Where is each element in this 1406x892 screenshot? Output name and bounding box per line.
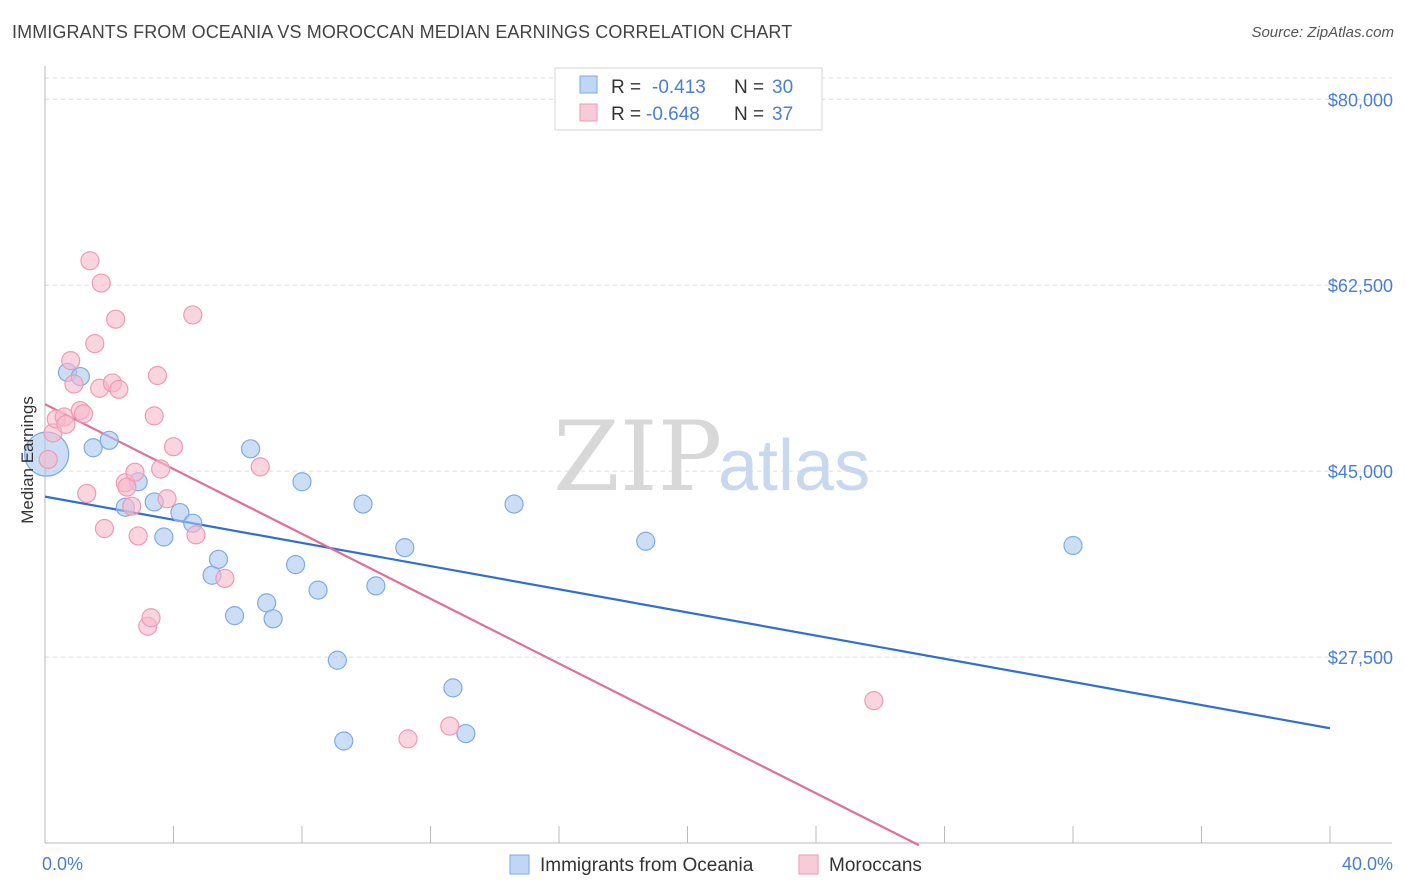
point-moroccans bbox=[151, 459, 171, 479]
point-moroccans bbox=[125, 462, 145, 482]
point-oceania bbox=[504, 494, 524, 514]
point-moroccans bbox=[77, 483, 97, 504]
point-oceania bbox=[83, 438, 103, 458]
legend-r-value-moroccans: -0.648 bbox=[646, 104, 700, 125]
legend-n-value-moroccans: 37 bbox=[772, 104, 793, 125]
data-points bbox=[24, 251, 1083, 751]
point-moroccans bbox=[183, 305, 203, 325]
chart-source: Source: ZipAtlas.com bbox=[1251, 24, 1394, 41]
point-moroccans bbox=[147, 365, 168, 386]
watermark-zip: ZIP bbox=[553, 401, 722, 513]
point-oceania bbox=[285, 555, 306, 575]
trend-line-moroccans bbox=[44, 403, 920, 847]
y-axis-label: Median Earnings bbox=[18, 396, 37, 524]
legend-n-label: N = bbox=[734, 77, 764, 98]
y-tick-label: $45,000 bbox=[1328, 462, 1393, 482]
legend-r-label: R = bbox=[611, 104, 641, 125]
point-oceania bbox=[395, 538, 415, 558]
point-moroccans bbox=[109, 379, 129, 399]
point-moroccans bbox=[64, 374, 84, 394]
point-moroccans bbox=[128, 526, 148, 546]
point-oceania bbox=[636, 531, 656, 551]
point-oceania bbox=[257, 593, 277, 613]
point-moroccans bbox=[80, 251, 100, 271]
point-moroccans bbox=[864, 691, 884, 711]
point-oceania bbox=[334, 731, 354, 751]
point-oceania bbox=[99, 430, 119, 450]
point-oceania bbox=[154, 527, 174, 547]
point-oceania bbox=[327, 650, 347, 670]
legend-swatch-oceania bbox=[579, 75, 598, 94]
x-tick-labels: 0.0% 40.0% bbox=[42, 854, 1393, 874]
point-moroccans bbox=[250, 457, 270, 477]
y-tick-label: $62,500 bbox=[1328, 276, 1393, 296]
y-tick-label: $27,500 bbox=[1328, 648, 1393, 668]
point-oceania bbox=[1063, 535, 1083, 556]
legend-r-value-oceania: -0.413 bbox=[652, 77, 706, 98]
bottom-legend-label-oceania: Immigrants from Oceania bbox=[540, 855, 754, 876]
point-oceania bbox=[308, 580, 328, 600]
bottom-legend-label-moroccans: Moroccans bbox=[829, 855, 922, 876]
point-moroccans bbox=[163, 437, 184, 457]
point-moroccans bbox=[157, 489, 177, 509]
point-moroccans bbox=[186, 525, 206, 545]
x-tick-label: 40.0% bbox=[1342, 854, 1393, 874]
y-tick-labels: $27,500 $45,000 $62,500 $80,000 bbox=[1328, 90, 1393, 668]
point-moroccans bbox=[117, 477, 137, 497]
grid-lines bbox=[45, 77, 1392, 658]
point-oceania bbox=[208, 549, 229, 569]
point-moroccans bbox=[85, 334, 105, 354]
point-oceania bbox=[263, 609, 283, 629]
point-oceania bbox=[224, 606, 245, 626]
point-oceania bbox=[366, 576, 386, 596]
legend-n-value-oceania: 30 bbox=[772, 77, 793, 98]
point-moroccans bbox=[122, 496, 142, 516]
point-oceania bbox=[292, 472, 312, 492]
trend-lines bbox=[44, 403, 1331, 847]
bottom-legend-swatch-moroccans bbox=[798, 854, 819, 875]
point-moroccans bbox=[73, 404, 94, 424]
watermark-atlas: atlas bbox=[718, 426, 870, 506]
point-moroccans bbox=[56, 414, 76, 434]
legend-swatch-moroccans bbox=[579, 103, 598, 122]
point-oceania bbox=[241, 439, 261, 459]
legend-n-label: N = bbox=[734, 104, 764, 125]
point-moroccans bbox=[61, 351, 81, 371]
x-tick-label: 0.0% bbox=[42, 854, 83, 874]
legend-r-label: R = bbox=[611, 77, 641, 98]
y-tick-label: $80,000 bbox=[1328, 90, 1393, 110]
point-moroccans bbox=[144, 406, 164, 426]
trend-line-oceania bbox=[44, 495, 1331, 730]
point-moroccans bbox=[141, 608, 161, 628]
point-moroccans bbox=[215, 568, 235, 589]
point-moroccans bbox=[91, 273, 111, 293]
point-moroccans bbox=[440, 716, 460, 736]
bottom-legend-swatch-oceania bbox=[509, 854, 530, 875]
stats-legend: R = -0.413 N = 30 R = -0.648 N = 37 bbox=[554, 67, 823, 131]
point-moroccans bbox=[398, 729, 418, 749]
point-oceania bbox=[456, 723, 476, 744]
watermark: ZIP atlas bbox=[553, 401, 870, 513]
point-moroccans bbox=[94, 518, 115, 539]
chart-title: IMMIGRANTS FROM OCEANIA VS MOROCCAN MEDI… bbox=[12, 22, 793, 42]
point-moroccans bbox=[106, 309, 126, 329]
point-oceania bbox=[170, 502, 190, 523]
series-legend: Immigrants from Oceania Moroccans bbox=[509, 854, 922, 876]
point-oceania bbox=[443, 678, 463, 698]
point-oceania bbox=[353, 494, 373, 514]
point-moroccans bbox=[38, 449, 58, 470]
